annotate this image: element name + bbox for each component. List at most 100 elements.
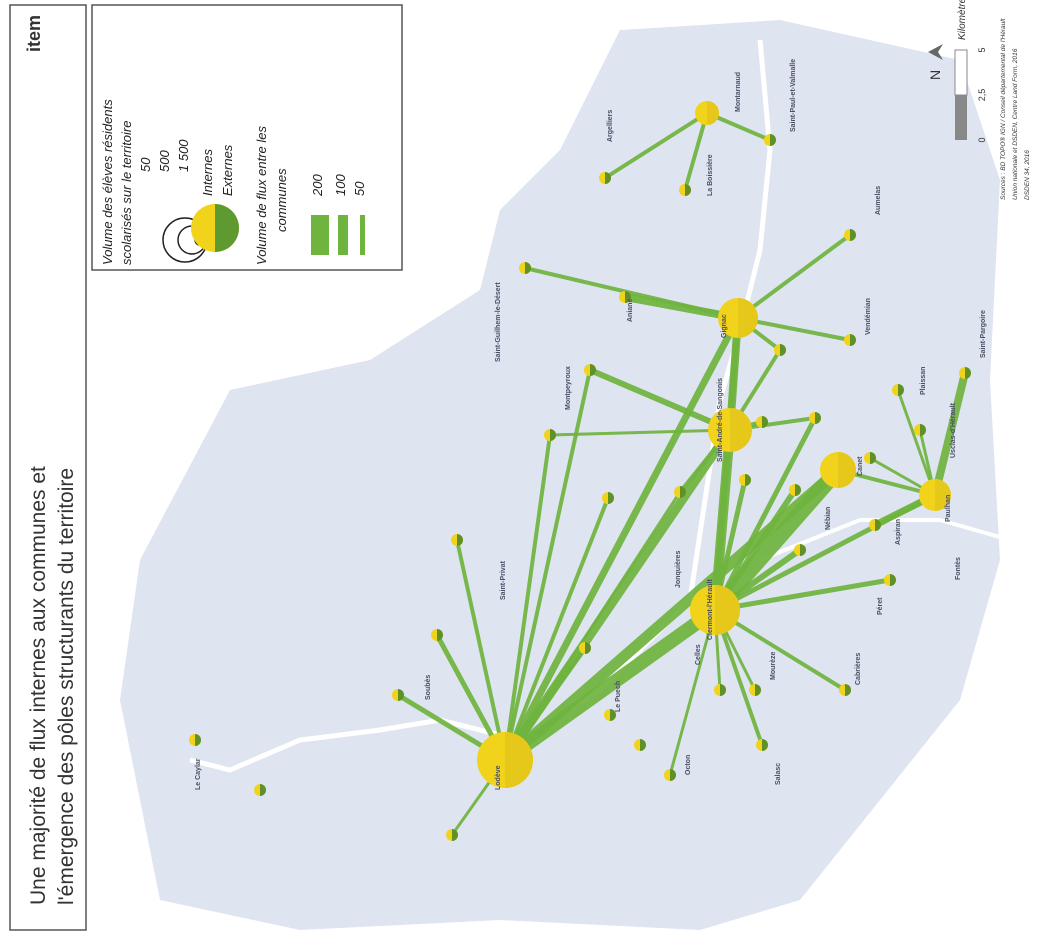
flow — [587, 367, 733, 433]
legend-label: 500 — [157, 150, 172, 172]
commune-externes — [815, 412, 821, 424]
place-label: Aspiran — [895, 519, 902, 545]
commune-externes — [780, 344, 786, 356]
north: N — [927, 70, 943, 80]
place-label: Argelliers — [607, 110, 614, 142]
place-label: Celles — [695, 644, 702, 665]
scale-bar — [954, 49, 968, 96]
commune-externes — [800, 544, 806, 556]
flow — [501, 314, 742, 764]
commune-externes — [795, 484, 801, 496]
scale-label: 5 — [977, 47, 987, 52]
flow-symbol — [338, 215, 348, 255]
commune-externes — [195, 734, 201, 746]
labels: Lodève Clermont-l'Hérault Saint-André-de-S… — [195, 59, 987, 790]
flow-symbol — [360, 215, 365, 255]
commune-externes — [525, 262, 531, 274]
commune-externes — [965, 367, 971, 379]
place-label: Soubès — [425, 675, 432, 700]
scale-label: 0 — [977, 137, 987, 142]
commune-externes — [762, 739, 768, 751]
commune-externes — [707, 101, 719, 125]
place-label: Nébian — [825, 507, 832, 530]
legend-label: 50 — [138, 157, 153, 172]
flow — [548, 428, 732, 437]
commune-externes — [850, 229, 856, 241]
place-label: Fontès — [955, 557, 962, 580]
commune-externes — [550, 429, 556, 441]
legend-box — [91, 4, 403, 271]
share-symbol — [215, 204, 239, 252]
place-label: Le Puech — [615, 681, 622, 712]
flow — [503, 490, 682, 762]
place-label: Gignac — [721, 314, 728, 338]
commune-externes — [720, 684, 726, 696]
place-label: Cabrières — [855, 653, 862, 685]
commune-externes — [625, 291, 631, 303]
territory — [120, 20, 1000, 930]
title-box — [9, 4, 87, 931]
commune-externes — [755, 684, 761, 696]
place-label: La Boissière — [707, 154, 714, 196]
commune-externes — [680, 486, 686, 498]
commune-externes — [398, 689, 404, 701]
flow — [503, 496, 610, 762]
place-label: Canet — [857, 456, 864, 476]
flow — [736, 233, 852, 320]
place-label: Usclas-d'Hérault — [950, 402, 957, 458]
place-label: Salasc — [775, 763, 782, 785]
commune-externes — [845, 684, 851, 696]
place-label: Jonquières — [675, 551, 682, 588]
legend: Volume des élèves résidents scolarisés su… — [100, 99, 367, 265]
commune-externes — [585, 642, 591, 654]
commune-externes — [935, 479, 951, 511]
commune-externes — [640, 739, 646, 751]
flow — [707, 462, 846, 618]
legend-label: 100 — [333, 174, 348, 196]
flow — [683, 111, 709, 192]
place-label: Lodève — [495, 765, 502, 790]
flow — [499, 464, 844, 766]
legend-title: Volume de flux entre les — [254, 126, 269, 265]
commune-externes — [838, 452, 856, 488]
scale-unit: Kilomètres — [957, 0, 968, 40]
flow — [896, 388, 937, 497]
place-label: Plaissan — [920, 367, 927, 395]
commune-externes — [738, 298, 758, 338]
flow — [712, 415, 818, 613]
place-label: Saint-Paul-et-Valmalle — [790, 59, 797, 132]
legend-label: 50 — [352, 181, 367, 196]
commune-externes — [608, 492, 614, 504]
place-label: Aniane — [627, 299, 634, 322]
source: Sources : BD TOPO® IGN / Conseil départe… — [999, 17, 1007, 200]
flow — [668, 608, 717, 777]
scale-label: 2,5 — [977, 89, 987, 102]
commune-externes — [898, 384, 904, 396]
place-label: Saint-André-de-Sangonis — [717, 378, 724, 462]
legend-label: Externes — [220, 144, 235, 196]
commune-externes — [260, 784, 266, 796]
place-label: Montpeyroux — [565, 366, 572, 410]
flow — [713, 608, 847, 692]
place-label: Mourèze — [770, 652, 777, 681]
nodes — [189, 101, 971, 841]
commune-externes — [610, 709, 616, 721]
commune-externes — [850, 334, 856, 346]
place-label: Le Caylar — [195, 758, 202, 790]
source: Union nationale et DSDEN, Centre Land Fo… — [1012, 48, 1019, 200]
commune-externes — [452, 829, 458, 841]
flow — [603, 111, 709, 180]
commune-externes — [715, 585, 740, 635]
legend-title: communes — [274, 168, 289, 232]
title: Une majorité de flux internes aux commun… — [27, 466, 50, 905]
legend-title: Volume des élèves résidents — [100, 99, 115, 265]
road — [759, 518, 1011, 562]
source: DSDEN 34, 2016 — [1024, 150, 1031, 200]
legend-label: 1 500 — [176, 139, 191, 172]
place-label: Montarnaud — [735, 72, 742, 112]
commune-externes — [505, 732, 533, 788]
place-label: Aumelas — [875, 186, 882, 215]
place-label: Péret — [877, 597, 884, 615]
commune-externes — [437, 629, 443, 641]
